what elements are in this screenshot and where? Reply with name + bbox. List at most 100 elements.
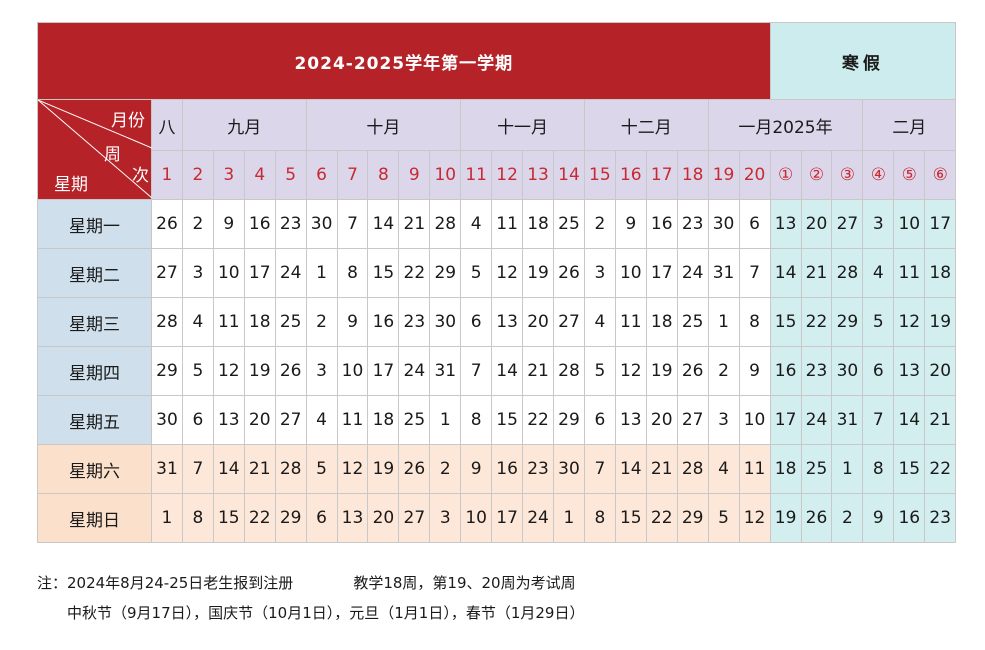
date-cell: 16 — [769, 346, 802, 396]
academic-calendar-table: 2024-2025学年第一学期 寒假 月份 周 次 星期 八九月 十月 十一月 十二月… — [37, 22, 957, 543]
date-cell: 3 — [181, 248, 214, 298]
date-cell: 13 — [212, 395, 245, 445]
date-cell: 7 — [738, 248, 771, 298]
date-cell: 25 — [676, 297, 709, 347]
date-cell: 15 — [212, 493, 245, 543]
date-cell: 3 — [862, 199, 895, 249]
month-header: 八 — [151, 99, 183, 151]
week-number: 7 — [336, 150, 369, 200]
date-cell: 5 — [181, 346, 214, 396]
date-cell: 26 — [676, 346, 709, 396]
date-cell: 26 — [552, 248, 585, 298]
month-header: 十二月 — [583, 99, 709, 151]
date-cell: 22 — [924, 444, 957, 494]
date-cell: 18 — [243, 297, 276, 347]
date-cell: 15 — [893, 444, 926, 494]
date-cell: 8 — [738, 297, 771, 347]
date-cell: 20 — [645, 395, 678, 445]
date-cell: 10 — [614, 248, 647, 298]
week-number: ③ — [831, 150, 864, 200]
date-cell: 18 — [924, 248, 957, 298]
weekday-label: 星期六 — [37, 444, 152, 494]
date-cell: 15 — [614, 493, 647, 543]
date-cell: 24 — [800, 395, 833, 445]
date-cell: 6 — [460, 297, 493, 347]
date-cell: 19 — [924, 297, 957, 347]
date-cell: 8 — [862, 444, 895, 494]
weekday-label: 星期五 — [37, 395, 152, 445]
date-cell: 30 — [429, 297, 462, 347]
notes-section: 注：2024年8月24-25日老生报到注册 教学18周，第19、20周为考试周 中… — [37, 568, 584, 628]
date-cell: 22 — [243, 493, 276, 543]
date-cell: 14 — [212, 444, 245, 494]
weekday-row: 星期五 30 6 13 20 27 4 11 18 25 1 8 15 22 29 6 13 20 27 3 10 17 2… — [37, 395, 957, 445]
week-number: 15 — [583, 150, 616, 200]
date-cell: 3 — [583, 248, 616, 298]
week-number: 3 — [212, 150, 245, 200]
weekday-row: 星期六 31 7 14 21 28 5 12 19 26 2 9 16 23 30 7 14 21 28 4 11 18 2… — [37, 444, 957, 494]
date-cell: 2 — [831, 493, 864, 543]
date-cell: 15 — [491, 395, 524, 445]
date-cell: 17 — [491, 493, 524, 543]
date-cell: 20 — [800, 199, 833, 249]
week-number: 10 — [429, 150, 462, 200]
week-number: 18 — [676, 150, 709, 200]
week-number: 5 — [274, 150, 307, 200]
date-cell: 5 — [460, 248, 493, 298]
week-number: 8 — [367, 150, 400, 200]
date-cell: 30 — [707, 199, 740, 249]
date-cell: 21 — [398, 199, 431, 249]
date-cell: 25 — [552, 199, 585, 249]
date-cell: 31 — [151, 444, 183, 494]
date-cell: 2 — [305, 297, 338, 347]
header-corner-cell: 月份 周 次 星期 — [37, 99, 152, 200]
date-cell: 23 — [274, 199, 307, 249]
date-cell: 9 — [614, 199, 647, 249]
corner-diagonal-lines — [38, 100, 152, 198]
weekday-label: 星期日 — [37, 493, 152, 543]
date-cell: 9 — [862, 493, 895, 543]
date-cell: 29 — [831, 297, 864, 347]
week-number: ② — [800, 150, 833, 200]
date-cell: 3 — [429, 493, 462, 543]
date-cell: 27 — [151, 248, 183, 298]
date-cell: 19 — [769, 493, 802, 543]
date-cell: 8 — [583, 493, 616, 543]
week-number: 20 — [738, 150, 771, 200]
date-cell: 22 — [522, 395, 554, 445]
date-cell: 28 — [552, 346, 585, 396]
holidays-note: 中秋节（9月17日），国庆节（10月1日），元旦（1月1日），春节（1月29日） — [67, 604, 585, 622]
date-cell: 7 — [336, 199, 369, 249]
date-cell: 28 — [151, 297, 183, 347]
date-cell: 11 — [738, 444, 771, 494]
teaching-weeks-note: 教学18周，第19、20周为考试周 — [353, 574, 576, 592]
week-number: 11 — [460, 150, 493, 200]
date-cell: 13 — [893, 346, 926, 396]
date-cell: 6 — [862, 346, 895, 396]
date-cell: 20 — [924, 346, 957, 396]
date-cell: 17 — [769, 395, 802, 445]
date-cell: 30 — [151, 395, 183, 445]
date-cell: 12 — [212, 346, 245, 396]
date-cell: 12 — [491, 248, 524, 298]
week-number: 9 — [398, 150, 431, 200]
date-cell: 21 — [645, 444, 678, 494]
date-cell: 11 — [336, 395, 369, 445]
week-number: ④ — [862, 150, 895, 200]
date-cell: 5 — [583, 346, 616, 396]
date-cell: 22 — [800, 297, 833, 347]
date-cell: 26 — [151, 199, 183, 249]
notes-line-1: 注：2024年8月24-25日老生报到注册 教学18周，第19、20周为考试周 — [37, 568, 584, 598]
date-cell: 29 — [151, 346, 183, 396]
date-cell: 7 — [460, 346, 493, 396]
date-cell: 2 — [583, 199, 616, 249]
date-cell: 14 — [614, 444, 647, 494]
weekday-label: 星期四 — [37, 346, 152, 396]
date-cell: 3 — [305, 346, 338, 396]
date-cell: 27 — [398, 493, 431, 543]
date-cell: 6 — [738, 199, 771, 249]
date-cell: 26 — [274, 346, 307, 396]
week-number: 4 — [243, 150, 276, 200]
date-cell: 1 — [831, 444, 864, 494]
date-cell: 30 — [305, 199, 338, 249]
